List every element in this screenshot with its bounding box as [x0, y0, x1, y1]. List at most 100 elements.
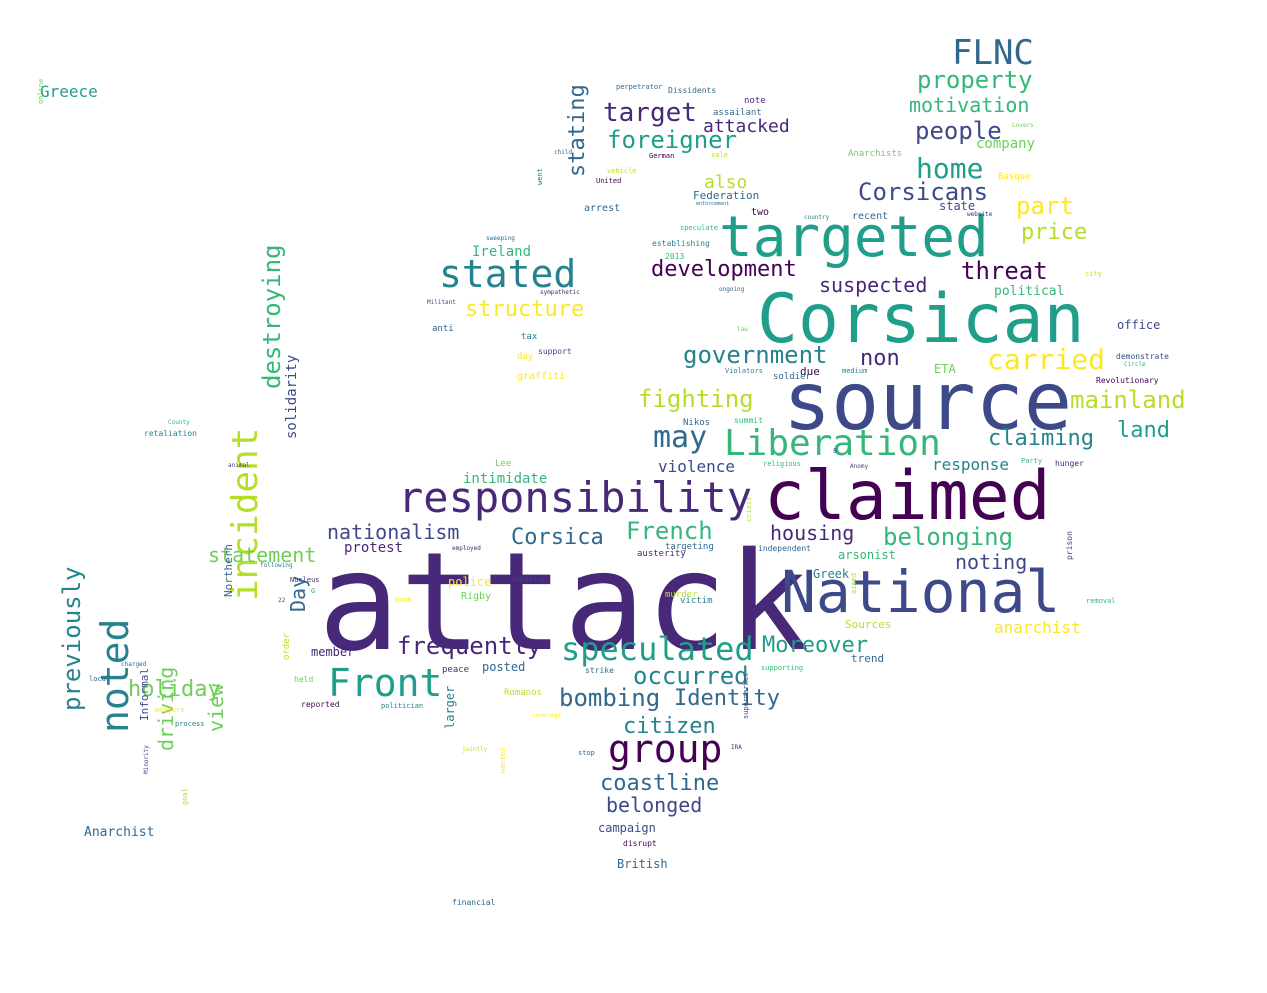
cloud-word: attack — [318, 524, 810, 682]
cloud-word: Party — [1021, 457, 1043, 465]
cloud-word: religious — [763, 460, 801, 468]
cloud-word: posted — [482, 660, 526, 674]
cloud-word: perpetrator — [616, 83, 663, 91]
cloud-word: supermarket — [742, 672, 750, 719]
cloud-word: British — [617, 857, 668, 871]
cloud-word: Informal — [138, 668, 151, 721]
cloud-word: child — [554, 149, 573, 156]
cloud-word: FLNC — [952, 33, 1034, 73]
cloud-word: austerity — [637, 549, 686, 559]
cloud-word: home — [916, 152, 984, 185]
cloud-word: Moreover — [762, 633, 868, 658]
cloud-word: country — [804, 214, 830, 221]
cloud-word: may — [653, 420, 708, 455]
cloud-word: bomb — [395, 596, 412, 604]
cloud-word: coverage — [532, 712, 561, 719]
cloud-word: Greek — [813, 567, 850, 581]
cloud-word: demonstrate — [1116, 352, 1169, 361]
cloud-word: office — [1117, 318, 1161, 332]
cloud-word: belonging — [883, 523, 1014, 551]
cloud-word: property — [917, 66, 1033, 94]
cloud-word: assailant — [713, 108, 762, 118]
cloud-word: part — [1016, 192, 1074, 220]
cloud-word: carried — [987, 343, 1106, 376]
cloud-word: financial — [452, 898, 496, 907]
cloud-word: 22 — [278, 597, 286, 604]
cloud-word: bombing — [559, 684, 661, 712]
cloud-word: housing — [770, 521, 855, 545]
cloud-word: Rigby — [461, 591, 492, 602]
cloud-word: sympathetic — [540, 289, 580, 296]
cloud-word: targeted — [719, 205, 989, 270]
cloud-word: measure — [155, 706, 185, 714]
cloud-word: process — [175, 720, 205, 728]
cloud-word: coastline — [600, 771, 720, 796]
cloud-word: frequently — [397, 632, 542, 660]
cloud-word: target — [603, 98, 697, 128]
cloud-word: G — [311, 587, 316, 595]
cloud-word: soldier — [773, 372, 811, 382]
cloud-word: Lovers — [1012, 122, 1034, 129]
cloud-word: fighting — [638, 385, 754, 413]
cloud-word: website — [967, 211, 993, 218]
cloud-word: hunger — [1055, 459, 1084, 468]
cloud-word: claiming — [988, 426, 1094, 451]
cloud-word: supporting — [761, 664, 804, 672]
cloud-word: attacked — [703, 116, 790, 137]
cloud-word: Anarchists — [848, 149, 903, 159]
cloud-word: response — [932, 455, 1010, 474]
cloud-word: Violators — [725, 367, 763, 375]
cloud-word: recent — [852, 211, 889, 222]
cloud-word: city — [1085, 270, 1102, 278]
cloud-word: 8 — [833, 447, 838, 455]
cloud-word: Front — [328, 661, 443, 705]
cloud-word: French — [626, 517, 713, 545]
cloud-word: suspected — [819, 273, 928, 297]
cloud-word: Circle — [1124, 361, 1146, 368]
cloud-word: wanted — [499, 747, 507, 773]
cloud-word: Northern — [222, 544, 235, 597]
cloud-word: violence — [658, 457, 736, 476]
cloud-word: people — [915, 117, 1002, 145]
cloud-word: animal — [228, 462, 250, 469]
cloud-word: peace — [442, 665, 470, 675]
cloud-word: price — [1021, 220, 1088, 245]
cloud-word: claimed — [764, 457, 1051, 536]
cloud-word: Liberation — [724, 423, 941, 464]
cloud-word: victim — [680, 596, 713, 606]
cloud-word: destroying — [258, 244, 286, 390]
cloud-word: development — [651, 257, 797, 282]
cloud-word: Romanos — [504, 688, 542, 698]
cloud-word: jointly — [462, 746, 488, 753]
cloud-word: Ireland — [472, 244, 532, 260]
cloud-word: Sources — [845, 618, 892, 631]
cloud-word: Anomy — [850, 463, 869, 470]
cloud-word: protest — [344, 540, 404, 556]
cloud-word: strike — [585, 666, 614, 675]
cloud-word: law — [737, 326, 748, 333]
cloud-word: went — [536, 168, 544, 185]
cloud-word: view — [204, 683, 228, 732]
cloud-word: responsibility — [398, 473, 753, 522]
cloud-word: also — [704, 172, 748, 193]
cloud-word: ETA — [934, 362, 956, 376]
cloud-word: solidarity — [284, 354, 300, 439]
cloud-word: Corsican — [757, 280, 1085, 359]
cloud-word: government — [683, 341, 828, 369]
cloud-word: anti — [432, 324, 454, 334]
cloud-word: Militant — [427, 299, 456, 306]
cloud-word: Minority — [143, 745, 150, 774]
cloud-word: anarchist — [994, 618, 1081, 637]
cloud-word: arrest — [584, 203, 621, 214]
cloud-word: support — [538, 347, 572, 356]
cloud-word: stated — [439, 252, 577, 296]
cloud-word: citizen — [623, 714, 716, 739]
cloud-word: disrupt — [623, 839, 657, 848]
cloud-word: Federation — [693, 189, 760, 202]
cloud-word: group — [608, 727, 723, 771]
cloud-word: employed — [452, 545, 481, 552]
cloud-word: holiday — [128, 677, 221, 702]
cloud-word: trend — [851, 652, 885, 665]
cloud-word: local — [89, 675, 111, 683]
